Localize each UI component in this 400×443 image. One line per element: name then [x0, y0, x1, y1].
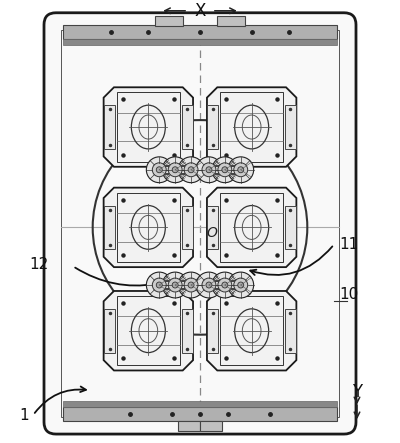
Text: 10: 10: [339, 287, 358, 302]
Bar: [207, 105, 218, 149]
Circle shape: [196, 157, 222, 183]
Bar: [155, 16, 183, 26]
Bar: [285, 309, 296, 353]
Circle shape: [162, 272, 188, 298]
Circle shape: [238, 167, 244, 173]
Bar: [182, 206, 193, 249]
Bar: [178, 421, 200, 431]
Polygon shape: [104, 87, 193, 167]
Bar: [63, 401, 337, 407]
Bar: [116, 93, 180, 162]
Circle shape: [168, 278, 182, 292]
Circle shape: [184, 278, 198, 292]
Circle shape: [184, 163, 198, 177]
Bar: [61, 30, 339, 417]
Circle shape: [212, 272, 238, 298]
Circle shape: [222, 167, 228, 173]
Polygon shape: [104, 188, 193, 267]
Bar: [200, 421, 222, 431]
Bar: [116, 296, 180, 365]
Circle shape: [178, 157, 204, 183]
Circle shape: [146, 157, 172, 183]
Circle shape: [178, 272, 204, 298]
Bar: [104, 105, 115, 149]
Circle shape: [238, 282, 244, 288]
Circle shape: [156, 282, 162, 288]
Polygon shape: [104, 291, 193, 370]
Bar: [207, 206, 218, 249]
Bar: [285, 105, 296, 149]
Circle shape: [168, 163, 182, 177]
Circle shape: [206, 282, 212, 288]
Bar: [217, 16, 245, 26]
Polygon shape: [207, 87, 296, 167]
Circle shape: [234, 163, 248, 177]
Bar: [116, 193, 180, 262]
Bar: [182, 105, 193, 149]
Circle shape: [202, 278, 216, 292]
Bar: [104, 309, 115, 353]
Circle shape: [212, 157, 238, 183]
Bar: [63, 407, 337, 421]
Bar: [220, 93, 284, 162]
Text: X: X: [194, 2, 206, 20]
Text: Y: Y: [352, 383, 362, 401]
Circle shape: [152, 278, 166, 292]
Circle shape: [162, 157, 188, 183]
Bar: [220, 296, 284, 365]
Text: 11: 11: [339, 237, 358, 252]
Circle shape: [228, 157, 254, 183]
Bar: [63, 25, 337, 39]
Polygon shape: [207, 188, 296, 267]
Circle shape: [218, 278, 232, 292]
Circle shape: [202, 163, 216, 177]
Bar: [104, 206, 115, 249]
Circle shape: [188, 282, 194, 288]
Circle shape: [156, 167, 162, 173]
Text: 12: 12: [29, 257, 48, 272]
Circle shape: [172, 282, 178, 288]
Circle shape: [196, 272, 222, 298]
FancyBboxPatch shape: [44, 13, 356, 434]
Circle shape: [222, 282, 228, 288]
Bar: [63, 39, 337, 45]
Circle shape: [146, 272, 172, 298]
Circle shape: [188, 167, 194, 173]
Circle shape: [172, 167, 178, 173]
Bar: [285, 206, 296, 249]
Circle shape: [218, 163, 232, 177]
Text: O: O: [206, 226, 217, 241]
Text: 1: 1: [19, 408, 29, 423]
Circle shape: [234, 278, 248, 292]
Circle shape: [228, 272, 254, 298]
Bar: [220, 193, 284, 262]
Circle shape: [206, 167, 212, 173]
Polygon shape: [207, 291, 296, 370]
Circle shape: [152, 163, 166, 177]
Bar: [207, 309, 218, 353]
Bar: [182, 309, 193, 353]
